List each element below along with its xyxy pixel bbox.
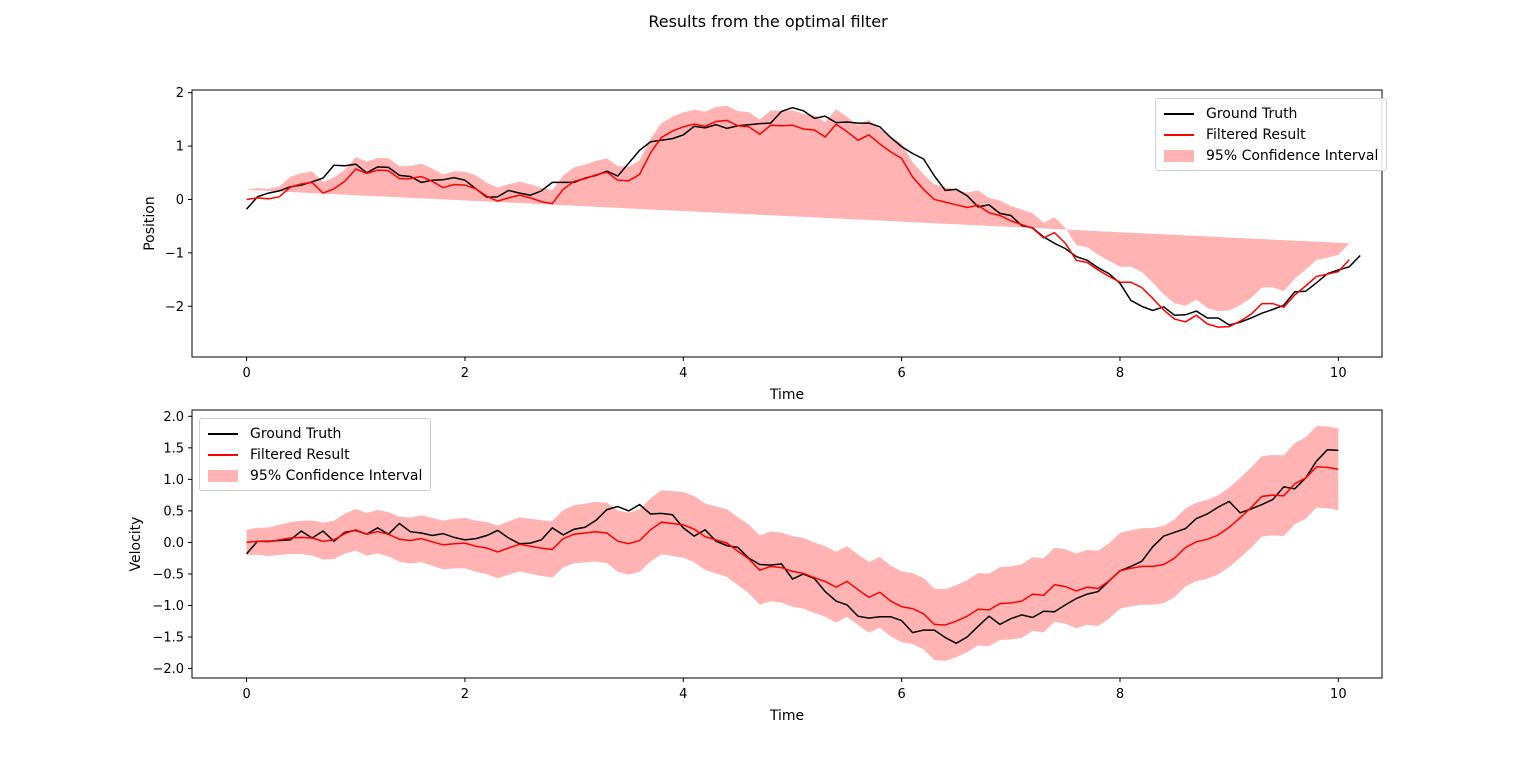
velocity-xtick-label: 6	[897, 687, 905, 702]
position-ytick-label: −1	[165, 246, 184, 261]
velocity-xtick-label: 10	[1330, 687, 1347, 702]
position-ytick-label: −2	[165, 300, 184, 315]
velocity-filtered-line	[246, 466, 1339, 626]
velocity-ytick-label: 1.0	[163, 473, 184, 488]
velocity-xtick-label: 8	[1116, 687, 1124, 702]
legend-item-confidence-interval: 95% Confidence Interval	[1164, 145, 1378, 166]
legend-label: 95% Confidence Interval	[1206, 147, 1379, 164]
legend-label: 95% Confidence Interval	[250, 467, 423, 484]
position-confidence-band	[246, 105, 1350, 312]
velocity-xtick-label: 0	[242, 687, 250, 702]
position-xtick-label: 6	[897, 366, 905, 381]
figure-title: Results from the optimal filter	[648, 12, 888, 31]
black-line-swatch	[1164, 108, 1194, 120]
position-legend: Ground Truth Filtered Result 95% Confide…	[1155, 98, 1388, 171]
position-xtick-label: 4	[679, 366, 687, 381]
position-xtick-label: 0	[242, 366, 250, 381]
velocity-axes: 0 2 4 6 8 10 −2.0 −1.5 −1.0 −0.5 0.0 0.5 1.0 1.5 2.0 Ti…	[128, 409, 1383, 724]
legend-item-filtered-result: Filtered Result	[208, 444, 422, 465]
velocity-yaxis-label: Velocity	[128, 517, 144, 572]
pink-patch-swatch	[208, 469, 238, 482]
velocity-legend: Ground Truth Filtered Result 95% Confide…	[199, 418, 432, 491]
velocity-confidence-band	[246, 426, 1339, 661]
pink-patch-swatch	[1164, 149, 1194, 162]
velocity-ytick-label: 1.5	[163, 441, 184, 456]
position-axes: 0 2 4 6 8 10 −2 −1 0 1 2 Time Position	[142, 86, 1383, 403]
position-xtick-label: 2	[461, 366, 469, 381]
position-xtick-label: 10	[1330, 366, 1347, 381]
red-line-swatch	[208, 449, 238, 461]
position-filtered-line	[246, 119, 1350, 328]
black-line-swatch	[208, 428, 238, 440]
velocity-xtick-label: 2	[461, 687, 469, 702]
red-line-swatch	[1164, 129, 1194, 141]
position-ytick-label: 2	[176, 86, 184, 101]
velocity-plot-frame	[191, 409, 1383, 679]
legend-label: Ground Truth	[1206, 105, 1298, 122]
velocity-ytick-label: 2.0	[163, 410, 184, 425]
legend-label: Ground Truth	[250, 425, 342, 442]
legend-item-filtered-result: Filtered Result	[1164, 124, 1378, 145]
legend-label: Filtered Result	[1206, 126, 1306, 143]
velocity-xtick-label: 4	[679, 687, 687, 702]
velocity-ytick-label: 0.5	[163, 504, 184, 519]
position-ground-truth-line	[246, 106, 1361, 326]
velocity-ytick-label: −2.0	[152, 662, 184, 677]
legend-item-confidence-interval: 95% Confidence Interval	[208, 465, 422, 486]
legend-item-ground-truth: Ground Truth	[1164, 103, 1378, 124]
legend-label: Filtered Result	[250, 446, 350, 463]
velocity-ground-truth-line	[246, 448, 1339, 645]
legend-item-ground-truth: Ground Truth	[208, 423, 422, 444]
velocity-ytick-label: −0.5	[152, 567, 184, 582]
position-yaxis-label: Position	[142, 196, 158, 251]
position-plot-frame	[191, 89, 1383, 358]
velocity-ytick-label: −1.0	[152, 599, 184, 614]
position-xtick-label: 8	[1116, 366, 1124, 381]
velocity-xaxis-label: Time	[769, 708, 804, 724]
velocity-ytick-label: 0.0	[163, 536, 184, 551]
position-ytick-label: 0	[176, 193, 184, 208]
velocity-ytick-label: −1.5	[152, 631, 184, 646]
position-xaxis-label: Time	[769, 387, 804, 403]
position-ytick-label: 1	[176, 140, 184, 155]
